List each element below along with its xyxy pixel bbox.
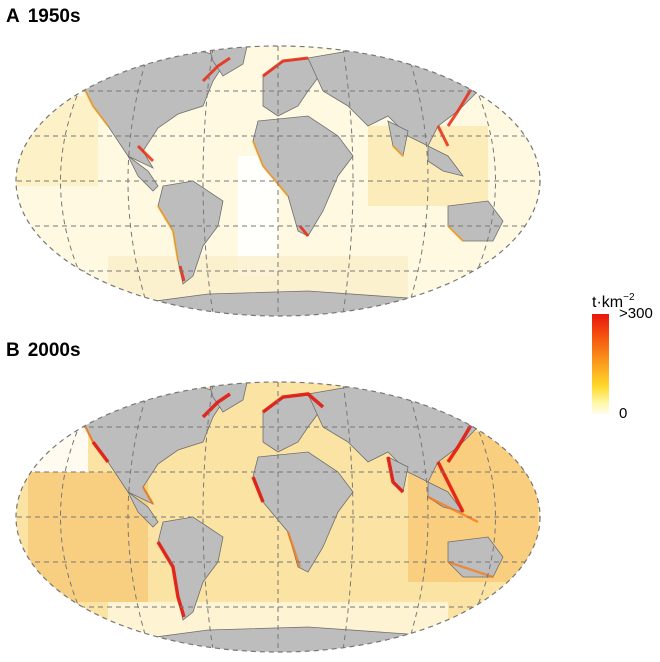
panel-a-letter: A (6, 6, 20, 27)
legend-title: t·km−2 (592, 292, 635, 312)
legend-unit-exponent: −2 (623, 292, 635, 303)
panel-a-title: 1950s (27, 6, 81, 27)
hotspot-sw-africa (298, 225, 310, 237)
hotspot-n-europe (261, 392, 325, 414)
legend-min-label: 0 (619, 405, 628, 422)
panel-b-letter: B (6, 340, 20, 361)
southeast-asia (427, 145, 464, 177)
legend-color-bar (592, 314, 609, 414)
hotspot-us-west (91, 440, 110, 464)
hotspot-n-europe (262, 56, 309, 78)
hotspot-n-atlantic (201, 392, 231, 419)
legend-max-label: >300 (619, 305, 653, 322)
hotspot-east-asia (436, 461, 465, 513)
panel-b-title: 2000s (27, 340, 81, 361)
hotspot-indian (386, 456, 405, 494)
hotspot-us-east (136, 144, 155, 163)
panel-a-label: A 1950s (6, 6, 81, 28)
map-1950s (15, 45, 541, 317)
ocean-patch (16, 96, 98, 186)
coastal-hotspots (91, 392, 476, 618)
hotspot-nw-atlantic (201, 56, 231, 83)
graticule (16, 382, 540, 652)
central-america (127, 491, 159, 528)
panel-b-label: B 2000s (6, 340, 81, 362)
hotspot-chile (178, 265, 186, 282)
ocean-patch (28, 472, 148, 602)
central-america (127, 155, 159, 192)
coastal-moderate (77, 75, 464, 262)
graticule (16, 46, 540, 316)
ocean-patch (16, 402, 88, 472)
map-2000s (15, 381, 541, 653)
map-outline (15, 45, 541, 317)
hotspot-w-africa (251, 476, 265, 503)
map-outline (15, 381, 541, 653)
legend-unit-base: t·km (592, 294, 624, 311)
